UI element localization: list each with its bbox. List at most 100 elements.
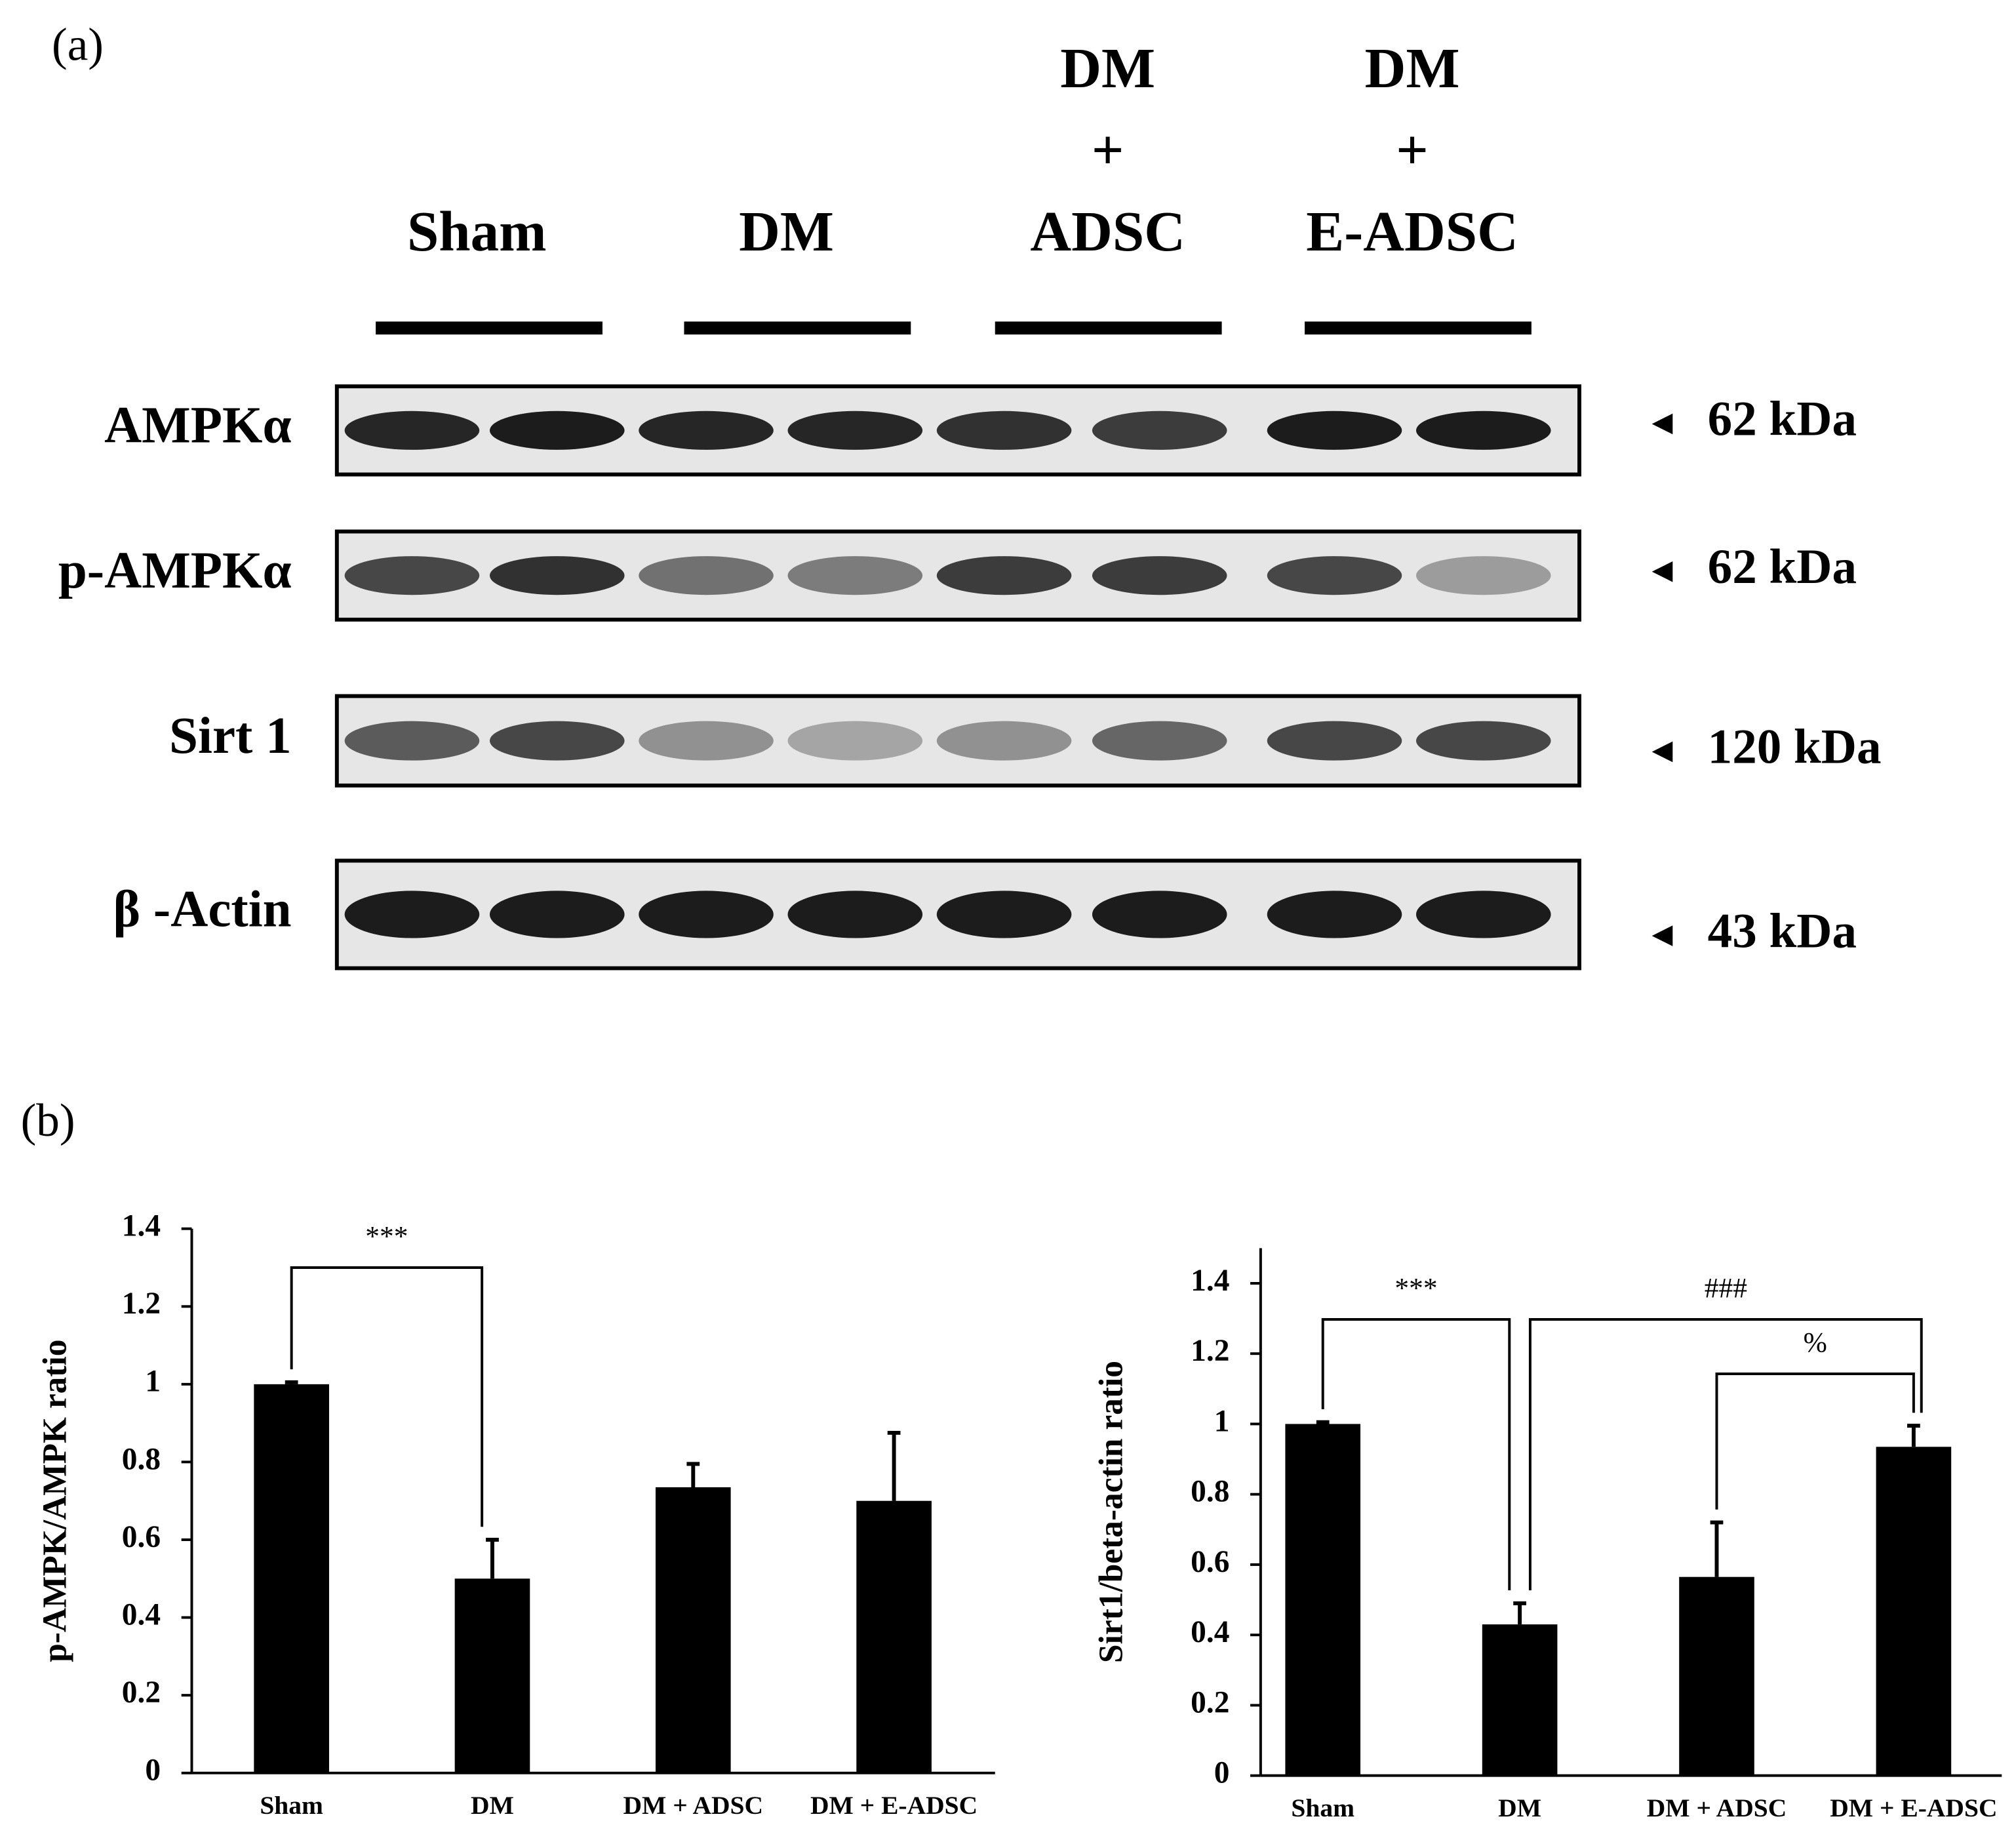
group-bar bbox=[684, 321, 911, 335]
y-tick-label: 0.2 bbox=[122, 1675, 161, 1710]
bar bbox=[1679, 1576, 1754, 1776]
significance-label: *** bbox=[365, 1220, 408, 1252]
group-bar bbox=[376, 321, 603, 335]
x-tick-label: DM + E-ADSC bbox=[1830, 1794, 1997, 1822]
band bbox=[1416, 411, 1551, 450]
x-tick-label: DM bbox=[1498, 1794, 1541, 1822]
x-tick-label: DM + ADSC bbox=[623, 1791, 764, 1820]
y-tick-label: 1 bbox=[145, 1365, 161, 1399]
lane-header: ADSC bbox=[1030, 200, 1185, 263]
band bbox=[936, 721, 1072, 761]
x-tick-label: Sham bbox=[260, 1791, 323, 1820]
panel-label: (b) bbox=[21, 1095, 75, 1146]
y-tick-label: 0.4 bbox=[122, 1597, 161, 1632]
band bbox=[787, 556, 923, 595]
band bbox=[936, 411, 1072, 450]
band bbox=[639, 411, 774, 450]
bar bbox=[1285, 1424, 1361, 1776]
group-bar bbox=[1305, 321, 1532, 335]
band bbox=[1416, 721, 1551, 761]
lane-header: E-ADSC bbox=[1306, 200, 1518, 263]
lane-header: DM bbox=[739, 200, 834, 263]
band bbox=[787, 721, 923, 761]
band bbox=[344, 891, 480, 938]
band bbox=[344, 721, 480, 761]
band bbox=[1416, 891, 1551, 938]
y-tick-label: 1.2 bbox=[122, 1287, 161, 1321]
group-bar bbox=[995, 321, 1222, 335]
size-label: 43 kDa bbox=[1708, 904, 1857, 958]
row-label: β -Actin bbox=[113, 881, 292, 938]
band bbox=[1267, 721, 1402, 761]
y-tick-label: 1.4 bbox=[122, 1209, 161, 1243]
band bbox=[639, 556, 774, 595]
lane-header: Sham bbox=[407, 200, 547, 263]
band bbox=[1267, 411, 1402, 450]
row-label: Sirt 1 bbox=[169, 708, 292, 765]
x-tick-label: DM bbox=[471, 1791, 514, 1820]
band bbox=[1267, 891, 1402, 938]
band bbox=[1267, 556, 1402, 595]
row-label: AMPKα bbox=[104, 397, 292, 454]
x-tick-label: DM + ADSC bbox=[1647, 1794, 1787, 1822]
y-tick-label: 1.2 bbox=[1191, 1334, 1229, 1368]
y-axis-label: p-AMPK/AMPK ratio bbox=[37, 1340, 74, 1662]
band bbox=[1092, 411, 1227, 450]
size-label: 120 kDa bbox=[1708, 720, 1882, 774]
band bbox=[639, 891, 774, 938]
bar bbox=[1876, 1447, 1952, 1776]
band bbox=[490, 721, 625, 761]
bar bbox=[254, 1384, 329, 1773]
y-tick-label: 1 bbox=[1214, 1404, 1230, 1438]
band bbox=[787, 411, 923, 450]
significance-bracket bbox=[290, 1266, 484, 1527]
arrowhead bbox=[1651, 925, 1673, 946]
band bbox=[639, 721, 774, 761]
y-tick-label: 0.2 bbox=[1191, 1685, 1229, 1719]
significance-bracket bbox=[1528, 1318, 1923, 1591]
significance-label: % bbox=[1804, 1327, 1827, 1359]
band bbox=[490, 556, 625, 595]
band bbox=[344, 411, 480, 450]
band bbox=[936, 556, 1072, 595]
bar bbox=[454, 1578, 530, 1773]
bar bbox=[1482, 1624, 1558, 1776]
band bbox=[490, 411, 625, 450]
band bbox=[1092, 721, 1227, 761]
bar bbox=[856, 1500, 932, 1773]
y-tick-label: 0.8 bbox=[122, 1442, 161, 1476]
y-tick-label: 0.4 bbox=[1191, 1615, 1229, 1649]
band bbox=[936, 891, 1072, 938]
band bbox=[1416, 556, 1551, 595]
y-tick-label: 0.6 bbox=[1191, 1545, 1229, 1579]
lane-header: DM bbox=[1060, 37, 1155, 100]
band bbox=[1092, 891, 1227, 938]
arrowhead bbox=[1651, 741, 1673, 763]
arrowhead bbox=[1651, 561, 1673, 582]
significance-label: *** bbox=[1394, 1273, 1437, 1304]
y-axis-label: Sirt1/beta-actin ratio bbox=[1092, 1361, 1130, 1663]
lane-header: + bbox=[1396, 118, 1429, 181]
x-tick-label: DM + E-ADSC bbox=[810, 1791, 978, 1820]
bar bbox=[655, 1487, 731, 1773]
panel-label: (a) bbox=[52, 20, 104, 71]
band bbox=[344, 556, 480, 595]
significance-bracket bbox=[1321, 1318, 1511, 1591]
x-tick-label: Sham bbox=[1291, 1794, 1354, 1822]
size-label: 62 kDa bbox=[1708, 392, 1857, 447]
band bbox=[490, 891, 625, 938]
y-tick-label: 1.4 bbox=[1191, 1264, 1229, 1298]
significance-label: ### bbox=[1705, 1273, 1747, 1304]
lane-header: DM bbox=[1365, 37, 1460, 100]
band bbox=[1092, 556, 1227, 595]
lane-header: + bbox=[1092, 118, 1124, 181]
y-tick-label: 0.6 bbox=[122, 1520, 161, 1554]
y-tick-label: 0 bbox=[145, 1754, 161, 1788]
row-label: p-AMPKα bbox=[58, 542, 292, 599]
y-tick-label: 0.8 bbox=[1191, 1475, 1229, 1509]
band bbox=[787, 891, 923, 938]
size-label: 62 kDa bbox=[1708, 540, 1857, 594]
arrowhead bbox=[1651, 413, 1673, 435]
